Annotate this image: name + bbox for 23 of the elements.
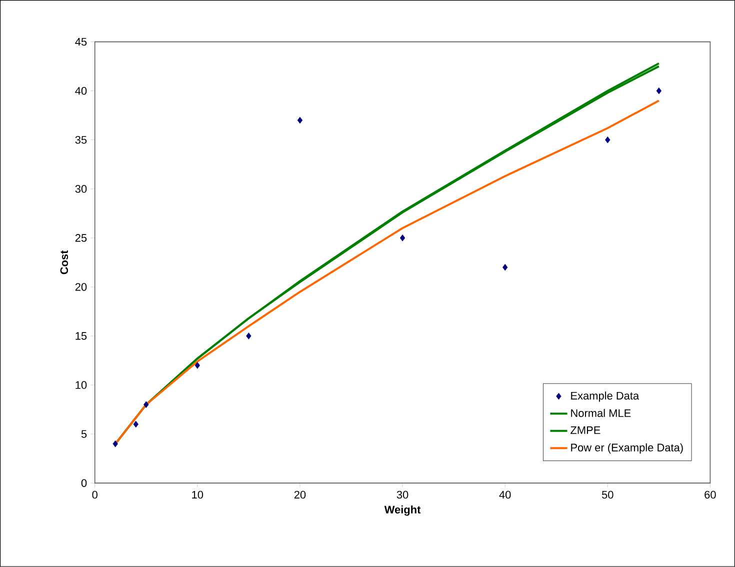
y-tick-label: 40 (75, 87, 87, 95)
y-tick-label: 35 (75, 136, 87, 144)
y-tick-label: 25 (75, 234, 87, 242)
x-tick-label: 50 (602, 490, 614, 499)
y-tick-label: 0 (81, 479, 87, 487)
y-tick-label: 5 (81, 430, 87, 438)
legend-label: Normal MLE (571, 409, 631, 418)
x-tick-label: 0 (92, 490, 98, 499)
y-tick-label: 30 (75, 185, 87, 193)
y-tick-label: 15 (76, 332, 87, 340)
y-axis-title: Cost (60, 250, 68, 274)
x-tick-label: 10 (192, 490, 204, 499)
x-tick-label: 40 (499, 490, 511, 499)
legend-label: Pow er (Example Data) (571, 443, 683, 454)
x-tick-label: 60 (704, 490, 716, 499)
x-tick-label: 20 (294, 490, 306, 499)
y-tick-label: 45 (75, 38, 87, 46)
y-tick-label: 10 (76, 381, 87, 389)
x-axis-title: Weight (384, 505, 421, 516)
y-tick-label: 20 (75, 283, 87, 291)
legend-label: Example Data (571, 392, 640, 402)
legend-label: ZMPE (570, 426, 600, 434)
x-tick-label: 30 (396, 490, 408, 499)
